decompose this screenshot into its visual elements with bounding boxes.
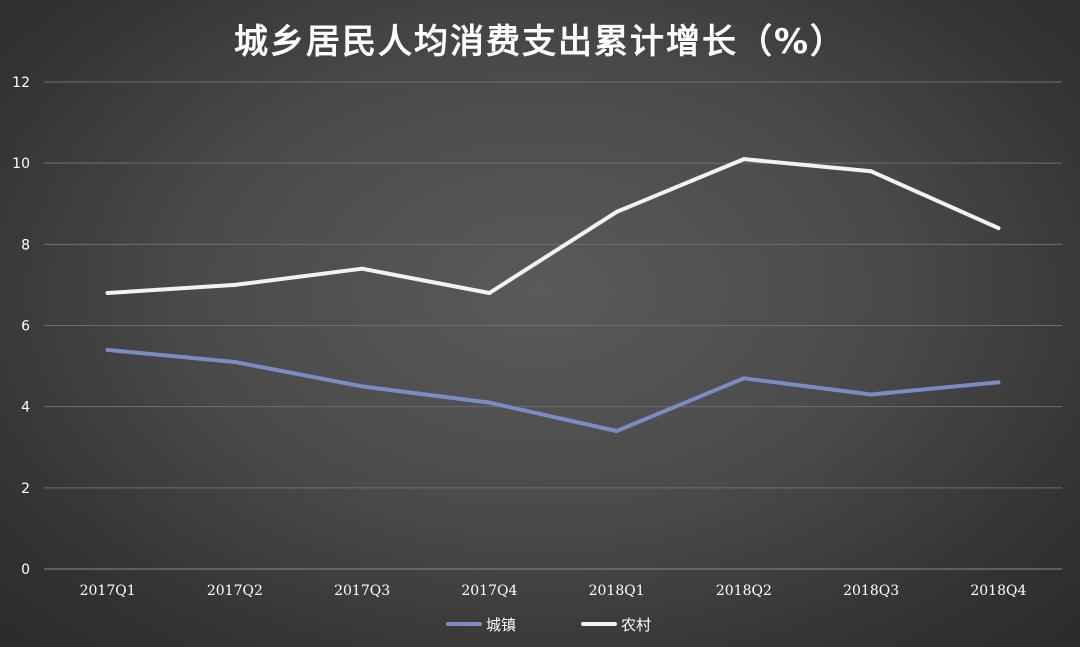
legend-label: 城镇 <box>486 616 516 634</box>
data-point <box>996 380 1001 385</box>
data-point <box>741 376 746 381</box>
x-axis-ticks: 2017Q1 2017Q2 2017Q3 2017Q4 2018Q1 2018Q2 2018… <box>80 583 1027 599</box>
data-point <box>360 384 365 389</box>
y-axis-ticks: 0 2 4 6 8 10 12 <box>12 75 30 578</box>
data-point <box>869 169 874 174</box>
x-tick-label: 2017Q1 <box>80 583 136 599</box>
series-lines <box>105 157 1001 434</box>
x-tick-label: 2018Q1 <box>589 583 645 599</box>
chart-title: 城乡居民人均消费支出累计增长（%） <box>233 22 847 62</box>
data-point <box>487 400 492 405</box>
x-tick-label: 2017Q2 <box>207 583 263 599</box>
data-point <box>614 209 619 214</box>
x-tick-label: 2018Q4 <box>970 583 1026 599</box>
gridlines <box>44 81 1062 570</box>
data-point <box>105 347 110 352</box>
data-point <box>741 157 746 162</box>
y-tick-label: 12 <box>12 75 30 91</box>
x-tick-label: 2017Q4 <box>461 583 517 599</box>
y-tick-label: 10 <box>12 156 30 172</box>
series-line-2 <box>105 157 1001 295</box>
data-point <box>869 392 874 397</box>
y-tick-label: 2 <box>21 481 30 497</box>
series-line-1 <box>105 347 1001 433</box>
y-tick-label: 6 <box>21 319 30 335</box>
data-point <box>614 429 619 434</box>
x-tick-label: 2018Q3 <box>843 583 899 599</box>
y-tick-label: 0 <box>21 562 30 578</box>
data-point <box>105 291 110 296</box>
legend-label: 农村 <box>621 616 651 634</box>
y-tick-label: 8 <box>21 237 30 253</box>
data-point <box>360 266 365 271</box>
x-tick-label: 2018Q2 <box>716 583 772 599</box>
data-point <box>232 282 237 287</box>
data-point <box>487 291 492 296</box>
legend: 城镇 农村 <box>446 616 651 634</box>
x-tick-label: 2017Q3 <box>334 583 390 599</box>
data-point <box>232 360 237 365</box>
data-point <box>996 226 1001 231</box>
y-tick-label: 4 <box>21 400 30 416</box>
